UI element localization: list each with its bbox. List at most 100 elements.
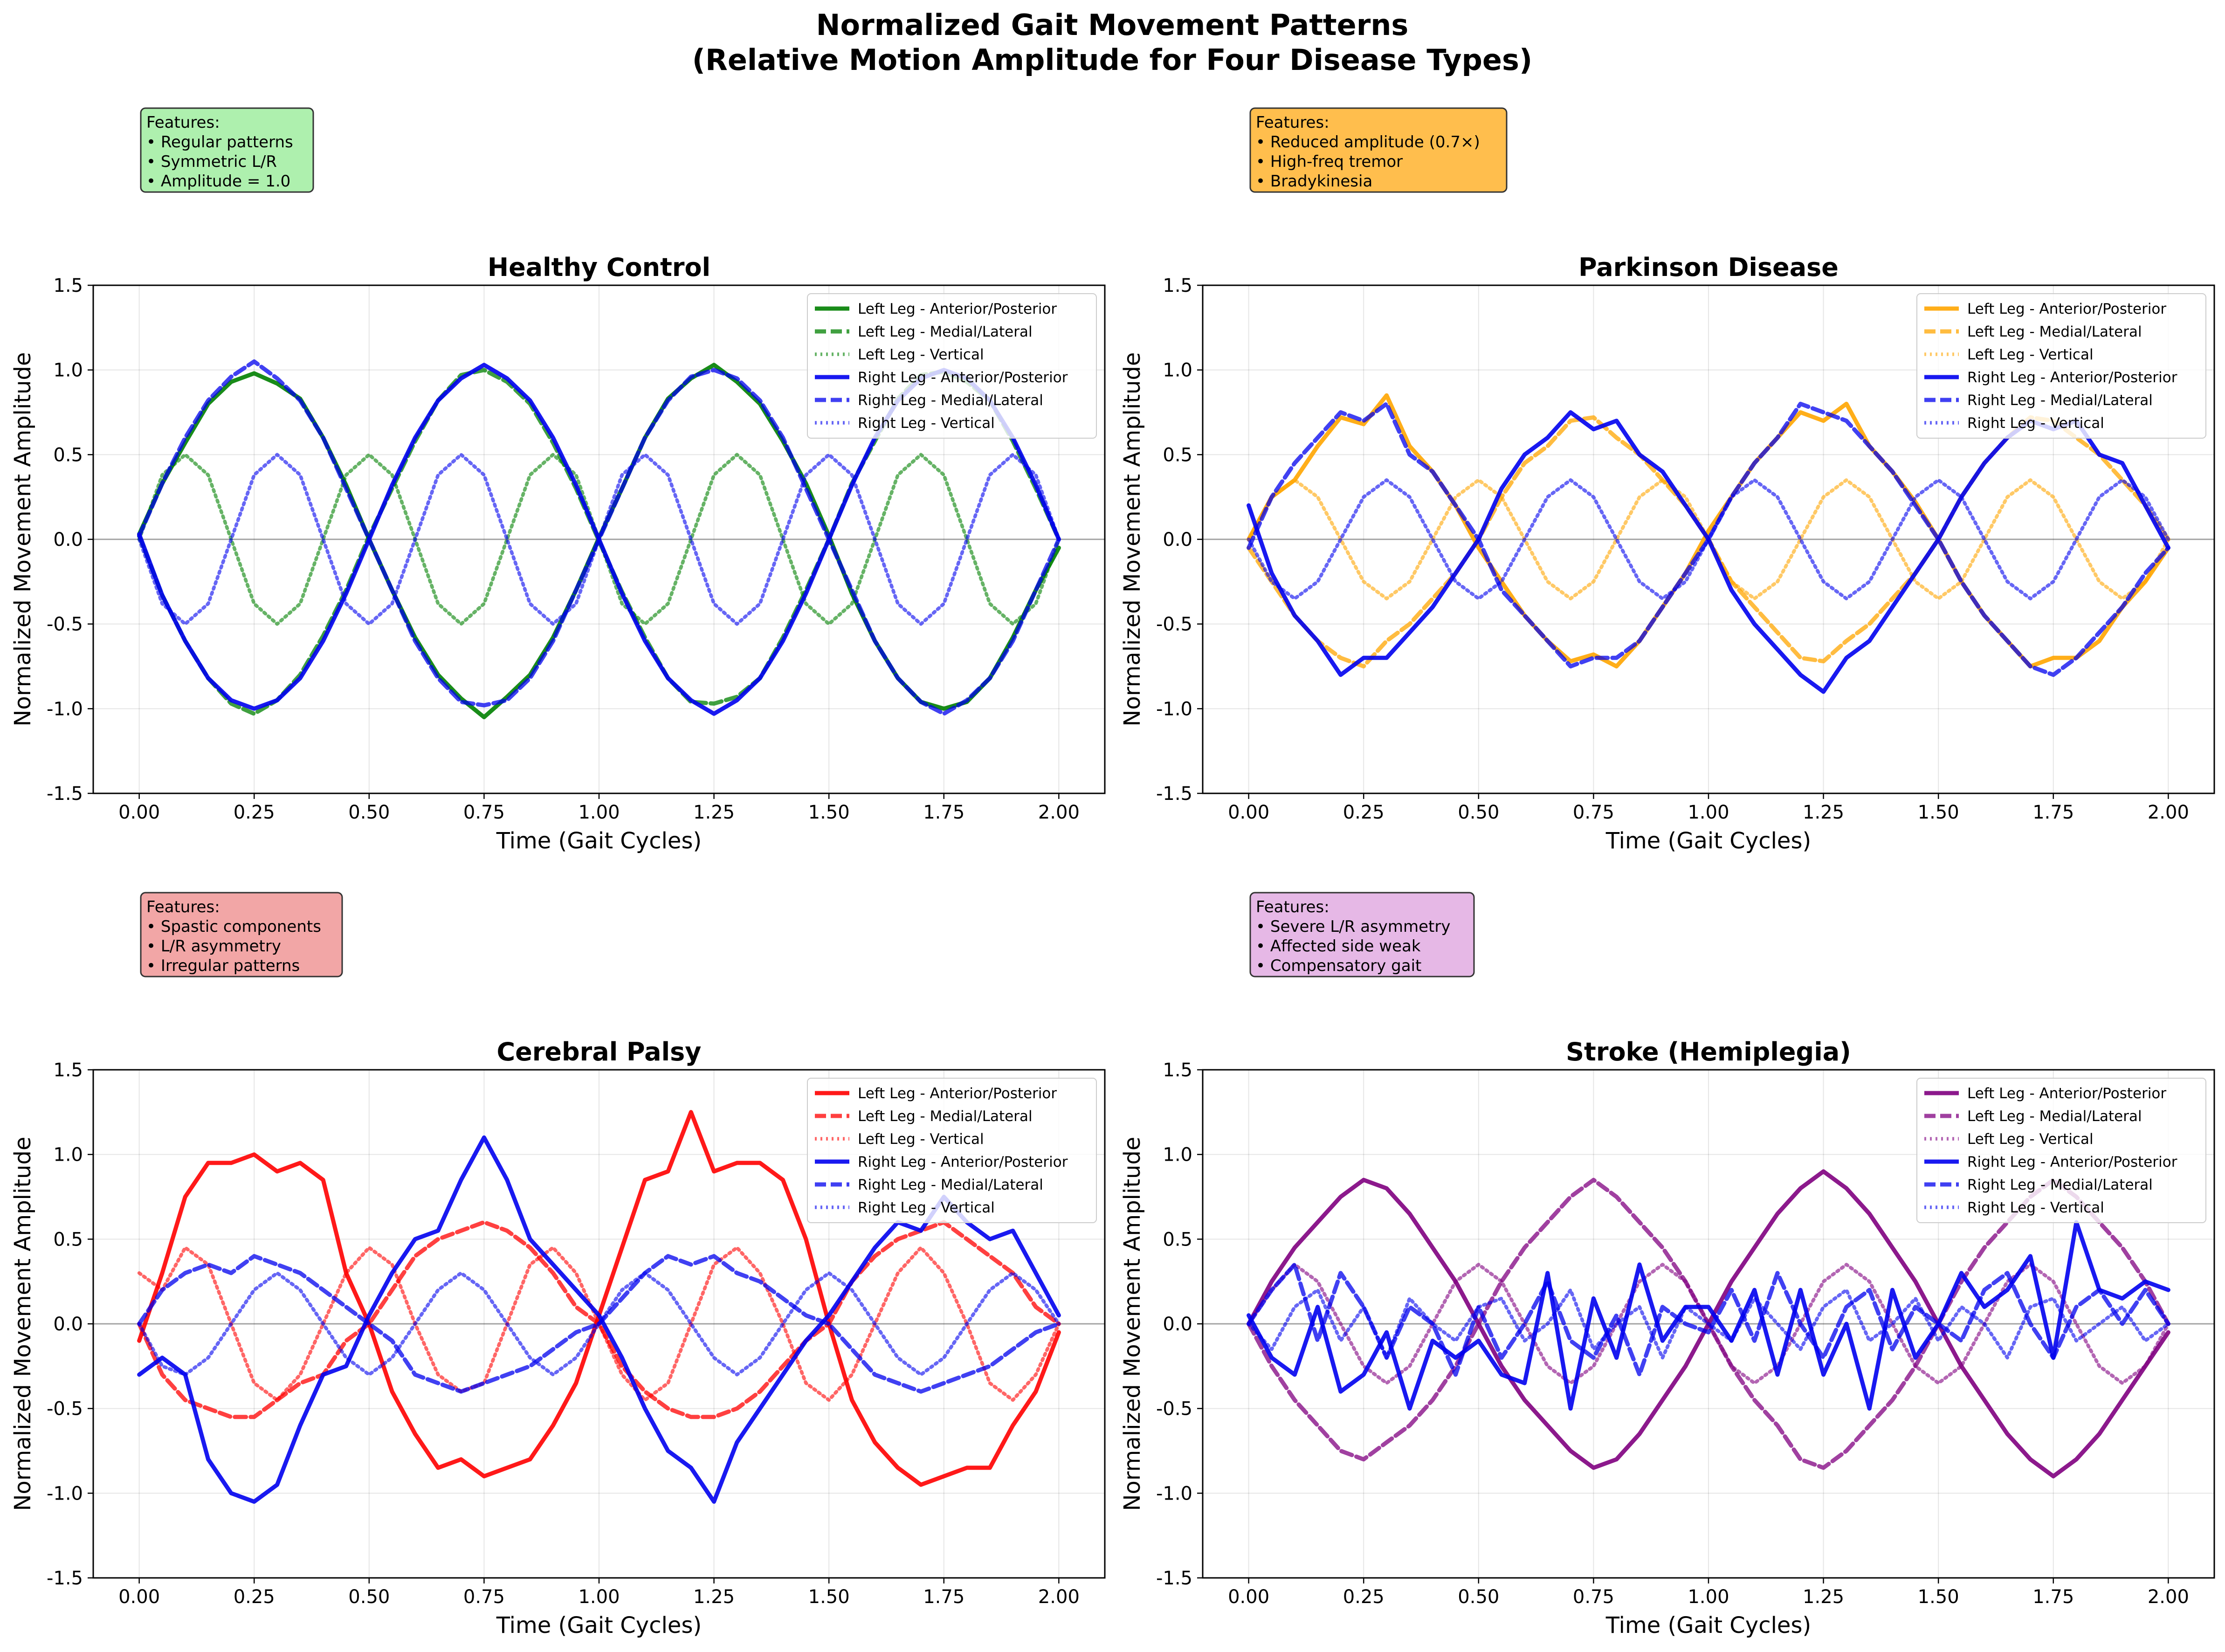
- panels: Features: • Regular patterns• Symmetric L…: [10, 107, 2215, 1638]
- annotation-line: • Regular patterns: [146, 133, 293, 151]
- legend-label: Left Leg - Anterior/Posterior: [858, 301, 1057, 317]
- legend: Left Leg - Anterior/Posterior Left Leg - …: [1916, 293, 2206, 439]
- x-tick-label: 0.75: [1573, 1586, 1614, 1608]
- annotation-line: • Affected side weak: [1256, 937, 1421, 956]
- annotation-line: • Irregular patterns: [146, 957, 300, 975]
- chart-panel: Features:• Regular patterns• Symmetric L…: [10, 107, 1106, 854]
- x-tick-label: 1.25: [1803, 1586, 1844, 1608]
- y-tick-label: 1.5: [1163, 275, 1192, 296]
- y-tick-label: 1.5: [1163, 1060, 1192, 1081]
- annotation-line: • Spastic components: [146, 917, 321, 936]
- legend-label: Right Leg - Anterior/Posterior: [858, 1154, 1068, 1170]
- legend-frame: [1916, 293, 2206, 439]
- legend-label: Left Leg - Medial/Lateral: [858, 324, 1033, 340]
- x-tick-label: 0.25: [234, 1586, 275, 1608]
- legend-label: Left Leg - Vertical: [858, 1131, 984, 1148]
- y-tick-label: 0.5: [1163, 1229, 1192, 1250]
- x-axis-label: Time (Gait Cycles): [496, 828, 702, 854]
- y-tick-label: -1.5: [1156, 1568, 1192, 1589]
- x-tick-label: 2.00: [2148, 802, 2189, 823]
- x-tick-label: 0.00: [118, 1586, 160, 1608]
- series-line: [1247, 1288, 2170, 1360]
- chart-panel: Features:• Severe L/R asymmetry• Affecte…: [1119, 892, 2215, 1638]
- y-tick-label: 0.0: [1163, 1314, 1192, 1335]
- series-line: [1247, 1262, 2170, 1377]
- chart-panel: Features:• Reduced amplitude (0.7×)• Hig…: [1119, 107, 2215, 854]
- y-tick-label: 1.5: [53, 275, 83, 296]
- y-tick-label: 1.5: [53, 1060, 83, 1081]
- chart-title: Cerebral Palsy: [497, 1037, 702, 1067]
- x-tick-label: 0.25: [1343, 802, 1385, 823]
- legend-label: Right Leg - Anterior/Posterior: [858, 369, 1068, 386]
- x-tick-label: 1.50: [808, 802, 850, 823]
- y-tick-label: -1.0: [1156, 698, 1192, 720]
- annotation-line: Features:: [146, 898, 220, 916]
- y-axis-label: Normalized Movement Amplitude: [10, 352, 36, 727]
- x-tick-label: 0.50: [1458, 802, 1499, 823]
- y-tick-label: 1.0: [53, 1144, 83, 1166]
- x-tick-label: 1.75: [923, 1586, 964, 1608]
- x-tick-label: 0.00: [1228, 1586, 1269, 1608]
- annotation-line: • Amplitude = 1.0: [146, 172, 290, 191]
- x-tick-label: 1.75: [2032, 802, 2074, 823]
- series-line: [137, 453, 1061, 626]
- legend-label: Left Leg - Anterior/Posterior: [858, 1085, 1057, 1102]
- x-tick-label: 0.25: [234, 802, 275, 823]
- annotation-line: • High-freq tremor: [1256, 152, 1403, 171]
- x-axis-label: Time (Gait Cycles): [1605, 828, 1811, 854]
- series-line: [137, 1271, 1061, 1377]
- chart-title: Healthy Control: [488, 253, 710, 282]
- y-tick-label: -1.5: [1156, 783, 1192, 805]
- x-tick-label: 1.75: [2032, 1586, 2074, 1608]
- y-tick-label: -0.5: [47, 1398, 83, 1420]
- legend-label: Right Leg - Medial/Lateral: [858, 392, 1043, 409]
- series-line: [1247, 478, 2170, 600]
- annotation-line: • Symmetric L/R: [146, 152, 277, 171]
- figure-title-line2: (Relative Motion Amplitude for Four Dise…: [692, 43, 1532, 77]
- y-tick-label: 1.0: [1163, 1144, 1192, 1166]
- x-tick-label: 1.75: [923, 802, 964, 823]
- plot-frame: [92, 1069, 1106, 1579]
- y-tick-label: -0.5: [47, 614, 83, 635]
- x-tick-label: 1.50: [1918, 1586, 1959, 1608]
- annotation-line: • Bradykinesia: [1256, 172, 1372, 191]
- y-tick-label: 0.0: [1163, 529, 1192, 551]
- x-tick-label: 0.50: [1458, 1586, 1499, 1608]
- x-tick-label: 1.25: [1803, 802, 1844, 823]
- x-tick-label: 1.00: [1688, 1586, 1729, 1608]
- x-tick-label: 2.00: [2148, 1586, 2189, 1608]
- legend-label: Left Leg - Anterior/Posterior: [1967, 301, 2166, 317]
- legend-label: Left Leg - Vertical: [858, 346, 984, 363]
- annotation-line: • Reduced amplitude (0.7×): [1256, 133, 1480, 151]
- x-tick-label: 0.00: [118, 802, 160, 823]
- legend-label: Left Leg - Vertical: [1967, 346, 2094, 363]
- plot-frame: [1202, 284, 2215, 794]
- legend-label: Left Leg - Anterior/Posterior: [1967, 1085, 2166, 1102]
- series-group: [137, 1110, 1061, 1504]
- y-tick-label: -1.5: [47, 1568, 83, 1589]
- legend-label: Left Leg - Vertical: [1967, 1131, 2094, 1148]
- chart-title: Stroke (Hemiplegia): [1566, 1037, 1851, 1067]
- legend-label: Right Leg - Anterior/Posterior: [1967, 369, 2177, 386]
- annotation-line: Features:: [1256, 898, 1329, 916]
- y-tick-label: 1.0: [1163, 360, 1192, 381]
- legend-label: Right Leg - Vertical: [858, 1199, 995, 1216]
- x-tick-label: 0.25: [1343, 1586, 1385, 1608]
- legend-label: Left Leg - Medial/Lateral: [1967, 324, 2142, 340]
- annotation-box: Features:• Reduced amplitude (0.7×)• Hig…: [1249, 107, 1508, 193]
- annotation-background: [1249, 892, 1475, 977]
- annotation-background: [1249, 107, 1508, 193]
- x-tick-label: 1.50: [808, 1586, 850, 1608]
- annotation-line: Features:: [1256, 113, 1329, 132]
- annotation-box: Features:• Severe L/R asymmetry• Affecte…: [1249, 892, 1475, 977]
- chart-title: Parkinson Disease: [1578, 253, 1839, 282]
- x-tick-label: 1.00: [578, 802, 620, 823]
- annotation-box: Features:• Regular patterns• Symmetric L…: [140, 107, 314, 193]
- y-tick-label: -1.5: [47, 783, 83, 805]
- legend-label: Right Leg - Vertical: [858, 415, 995, 432]
- x-tick-label: 0.00: [1228, 802, 1269, 823]
- y-tick-label: -1.0: [47, 1483, 83, 1504]
- x-tick-label: 2.00: [1038, 802, 1080, 823]
- y-tick-label: -0.5: [1156, 614, 1192, 635]
